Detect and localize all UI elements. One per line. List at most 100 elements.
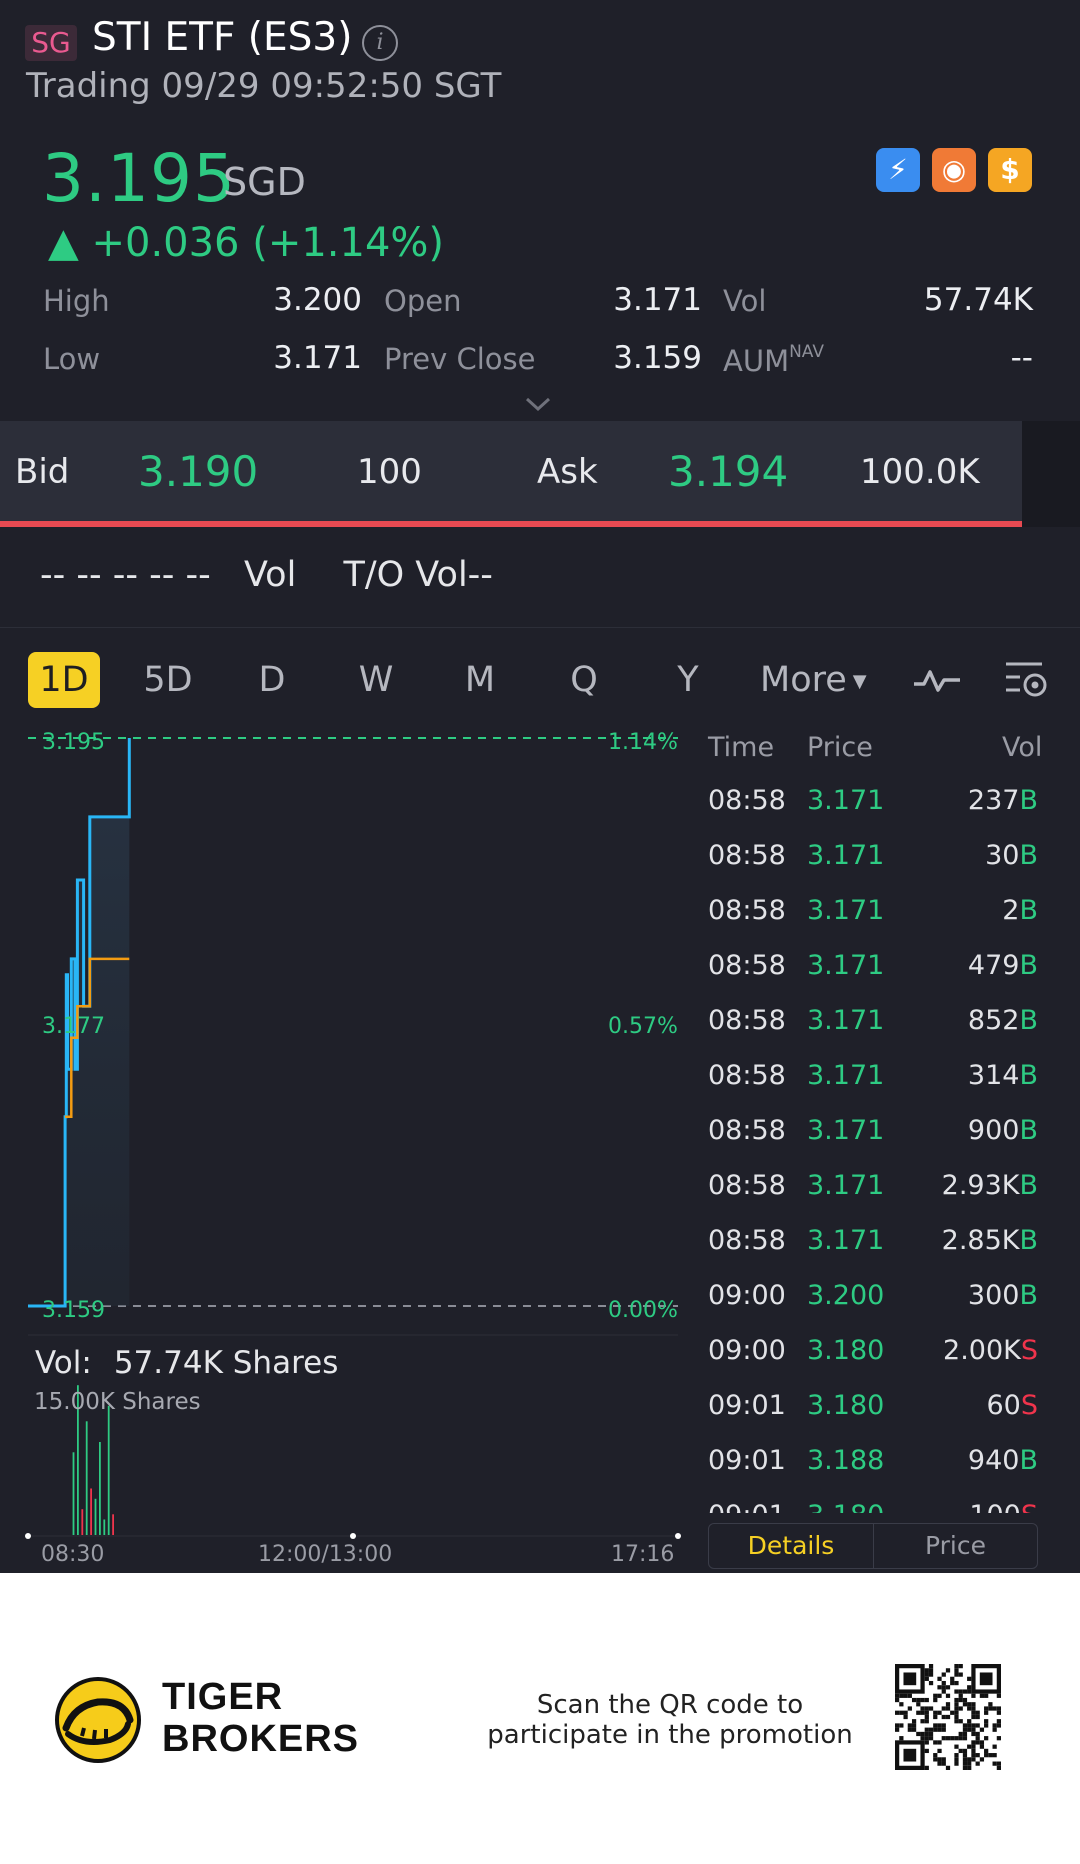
qr-module (899, 1736, 904, 1741)
qr-module (941, 1761, 946, 1766)
aum-value: -- (1010, 340, 1033, 376)
turnover-row: -- -- -- -- -- Vol T/O Vol-- (40, 555, 493, 595)
details-tab[interactable]: Details (747, 1531, 835, 1560)
qr-module (962, 1761, 968, 1766)
trades-list[interactable]: 08:58 3.171 237B 08:58 3.171 30B 08:58 3.171 2B 0… (0, 0, 1080, 1513)
qr-module (996, 1710, 1001, 1715)
qr-module (937, 1757, 942, 1762)
qr-module (911, 1697, 917, 1703)
pct-label-top: 1.14% (608, 730, 678, 755)
trades-header-vol: Vol (1002, 732, 1043, 763)
qr-module (933, 1753, 938, 1758)
intraday-chart[interactable] (0, 720, 690, 1560)
qr-module (988, 1706, 993, 1711)
x-tick-dot-midday (350, 1533, 356, 1539)
prev-close-value: 3.159 (613, 340, 702, 376)
promo-text: Scan the QR code to participate in the p… (487, 1690, 853, 1750)
qr-module (975, 1714, 980, 1720)
dollar-icon[interactable]: $ (988, 148, 1032, 192)
qr-module (971, 1753, 976, 1758)
qr-module (975, 1753, 980, 1758)
qr-module (924, 1714, 929, 1720)
qr-module (954, 1710, 959, 1715)
trade-volume-value: 940 (967, 1445, 1020, 1476)
qr-module (941, 1757, 946, 1762)
qr-finder-core (903, 1748, 917, 1762)
qr-module (933, 1714, 938, 1720)
chevron-down-icon[interactable] (524, 390, 552, 418)
turnover-to-vol: T/O Vol-- (343, 555, 493, 595)
qr-module (958, 1672, 963, 1677)
vol-value: 57.74K (923, 282, 1033, 318)
qr-module (911, 1727, 917, 1732)
trade-time: 08:58 (708, 895, 786, 926)
bid-ask-bar[interactable] (0, 421, 1022, 521)
qr-module (988, 1702, 993, 1707)
qr-module (920, 1736, 925, 1741)
qr-module (895, 1697, 900, 1703)
divider (0, 627, 1080, 628)
qr-module (962, 1702, 968, 1707)
logo-text-line1: TIGER (162, 1676, 284, 1718)
lightning-icon[interactable]: ⚡ (876, 148, 920, 192)
qr-module (996, 1723, 1001, 1728)
info-icon[interactable]: i (362, 25, 398, 61)
average-price-line (65, 957, 130, 1118)
trade-side: B (1019, 1115, 1038, 1146)
qr-module (950, 1680, 955, 1686)
qr-module (933, 1693, 938, 1698)
trade-price: 3.180 (807, 1500, 884, 1513)
tab-w[interactable]: W (358, 660, 394, 700)
qr-module (941, 1672, 946, 1677)
qr-module (945, 1685, 951, 1690)
tab-q[interactable]: Q (570, 660, 598, 700)
qr-finder-core (903, 1672, 917, 1686)
qr-module (924, 1727, 929, 1732)
page-title: STI ETF (ES3) (92, 15, 353, 60)
trade-time: 08:58 (708, 1005, 786, 1036)
price-change: ▲ +0.036 (+1.14%) (48, 220, 445, 266)
tab-m[interactable]: M (464, 660, 496, 700)
qr-module (924, 1676, 929, 1681)
qr-module (958, 1664, 963, 1669)
qr-module (945, 1702, 951, 1707)
trade-price: 3.171 (807, 1060, 885, 1091)
tab-y[interactable]: Y (677, 660, 699, 700)
qr-module (967, 1702, 972, 1707)
qr-module (920, 1706, 925, 1711)
trade-price: 3.171 (807, 785, 885, 816)
qr-module (954, 1697, 959, 1703)
speed-icon[interactable]: ◉ (932, 148, 976, 192)
qr-module (967, 1727, 972, 1732)
qr-module (954, 1680, 959, 1686)
price-label-mid: 3.177 (42, 1014, 105, 1039)
qr-module (962, 1727, 968, 1732)
tab-1d[interactable]: 1D (28, 652, 100, 708)
more-dropdown[interactable]: More ▼ (760, 652, 867, 710)
qr-module (937, 1710, 942, 1715)
qr-module (967, 1706, 972, 1711)
qr-module (950, 1736, 955, 1741)
qr-module (971, 1706, 976, 1711)
trade-volume: 314B (858, 1060, 1038, 1091)
indicator-icon[interactable] (912, 660, 962, 700)
last-price: 3.195 (42, 140, 236, 217)
trade-volume: 940B (858, 1445, 1038, 1476)
trade-row: 08:58 3.171 237B (0, 785, 1080, 840)
volume-label: Vol: (35, 1345, 92, 1381)
x-tick-midday: 12:00/13:00 (258, 1542, 393, 1567)
qr-module (958, 1719, 963, 1724)
qr-module (933, 1723, 938, 1728)
chart-settings-icon[interactable] (1002, 656, 1050, 704)
bid-label: Bid (15, 452, 70, 492)
tab-d[interactable]: D (258, 660, 286, 700)
qr-module (916, 1710, 921, 1715)
qr-module (924, 1736, 929, 1741)
trade-volume: 2B (858, 895, 1038, 926)
price-tab[interactable]: Price (873, 1524, 1037, 1568)
tab-5d[interactable]: 5D (143, 660, 193, 700)
qr-module (907, 1727, 912, 1732)
qr-module (958, 1697, 963, 1703)
qr-module (988, 1753, 993, 1758)
qr-module (924, 1731, 929, 1737)
